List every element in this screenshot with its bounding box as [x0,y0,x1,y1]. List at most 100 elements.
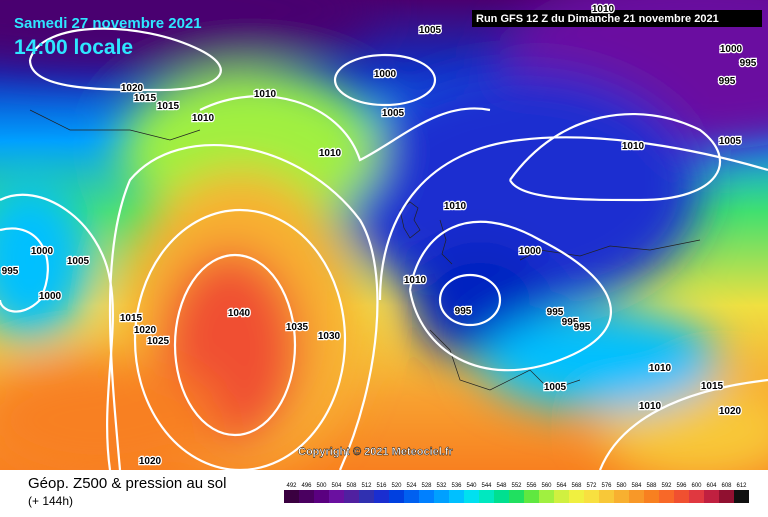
isobar-label: 1015 [134,93,157,104]
legend-swatch [389,490,404,503]
legend-swatch [734,490,749,503]
legend-swatch [674,490,689,503]
isobars [0,27,768,472]
legend-swatch [524,490,539,503]
isobar-label: 995 [574,322,591,333]
legend-swatch [464,490,479,503]
legend-swatch [449,490,464,503]
legend-label: 508 [346,483,357,489]
legend-label: 492 [286,483,297,489]
isobar-label: 995 [562,317,579,328]
legend-label: 584 [631,483,642,489]
isobar-label: 1015 [701,381,724,392]
isobar-label: 1005 [67,256,90,267]
legend-label: 564 [556,483,567,489]
isobar-label: 1010 [192,113,215,124]
legend-label: 524 [406,483,417,489]
isobar-label: 1010 [639,401,662,412]
isobar-label: 995 [2,266,19,277]
legend-swatch [554,490,569,503]
run-label: Run GFS 12 Z du Dimanche 21 novembre 202… [476,13,719,25]
caption-title: Géop. Z500 & pression au sol [28,475,226,492]
isobar-label: 1020 [719,406,742,417]
legend-swatch [434,490,449,503]
legend-label: 604 [706,483,717,489]
legend-swatch [374,490,389,503]
legend-label: 552 [511,483,522,489]
legend-swatch [344,490,359,503]
isobar-label: 995 [740,58,757,69]
isobar-label: 1040 [228,308,251,319]
isobar-label: 1010 [592,4,615,15]
legend-label: 496 [301,483,312,489]
isobar-label: 1005 [382,108,405,119]
legend-swatch [644,490,659,503]
legend-swatch [404,490,419,503]
forecast-time: 14:00 locale [14,36,133,59]
legend-swatch [629,490,644,503]
legend-label: 600 [691,483,702,489]
isobar-label-layer: 1010100510001005101010201015101510101010… [0,3,758,469]
legend-swatch [689,490,704,503]
isobar-label: 1005 [544,382,567,393]
legend-label: 520 [391,483,402,489]
legend-swatch [719,490,734,503]
legend-swatch [479,490,494,503]
isobar-label: 1025 [147,336,170,347]
isobar-label: 1015 [157,101,180,112]
legend-label: 504 [331,483,342,489]
legend-swatch [284,490,299,503]
isobar-label: 1010 [319,148,342,159]
legend-label: 576 [601,483,612,489]
isobar-label: 1030 [318,331,341,342]
legend-label: 516 [376,483,387,489]
isobar-label: 1010 [404,275,427,286]
coastlines [29,109,701,391]
legend-label: 580 [616,483,627,489]
legend-swatch [314,490,329,503]
isobar-label: 1035 [286,322,309,333]
isobar-label: 1000 [39,291,62,302]
legend-swatch [329,490,344,503]
isobar-label: 1005 [719,136,742,147]
legend-swatch [584,490,599,503]
legend-label: 568 [571,483,582,489]
isobar-label: 1000 [31,246,54,257]
color-legend: 492 496 500 504 508 512 516 520 524 528 532 536 540 5… [284,483,749,503]
isobar-label: 1005 [419,25,442,36]
legend-label: 536 [451,483,462,489]
isobar-label: 1020 [134,325,157,336]
legend-label: 556 [526,483,537,489]
isobar-label: 995 [455,306,472,317]
legend-swatch [569,490,584,503]
isobar-label: 1015 [120,313,143,324]
legend-label: 500 [316,483,327,489]
isobar-label: 1010 [254,89,277,100]
isobar-label: 1020 [121,83,144,94]
isobar-label: 1010 [622,141,645,152]
legend-label: 588 [646,483,657,489]
copyright: Copyright © 2021 Meteociel.fr [298,446,454,458]
legend-swatch [659,490,674,503]
isobar-label: 995 [719,76,736,87]
legend-label: 528 [421,483,432,489]
isobar-label: 1010 [649,363,672,374]
legend-swatch [614,490,629,503]
isobar-label: 1000 [519,246,542,257]
isobar-label: 1000 [374,69,397,80]
legend-label: 596 [676,483,687,489]
isobar-label: 1000 [720,44,743,55]
legend-swatch [539,490,554,503]
legend-label: 512 [361,483,372,489]
legend-swatch [359,490,374,503]
legend-label: 612 [736,483,747,489]
legend-label: 560 [541,483,552,489]
isobar-label: 1010 [444,201,467,212]
legend-label: 532 [436,483,447,489]
legend-label: 608 [721,483,732,489]
forecast-date: Samedi 27 novembre 2021 [14,15,202,32]
caption-lead: (+ 144h) [28,494,73,508]
legend-label: 540 [466,483,477,489]
isobar-label: 995 [547,307,564,318]
